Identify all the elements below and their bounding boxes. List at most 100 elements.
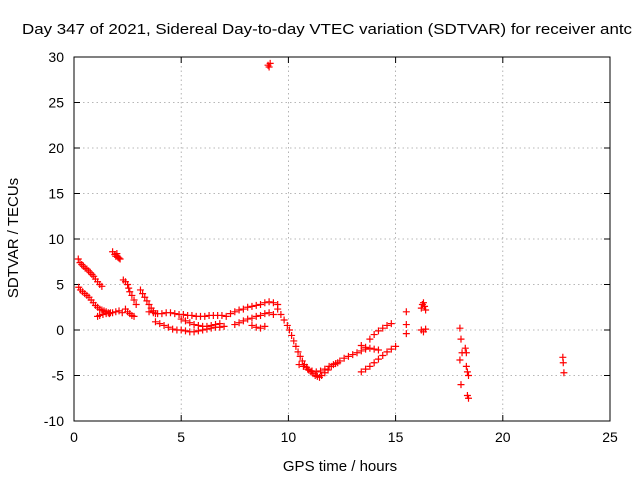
data-point bbox=[295, 361, 303, 369]
data-point bbox=[357, 341, 365, 349]
data-point bbox=[461, 344, 469, 352]
data-point bbox=[216, 320, 224, 328]
data-point bbox=[113, 250, 121, 258]
data-point bbox=[74, 255, 82, 263]
data-point bbox=[149, 309, 157, 317]
data-point bbox=[115, 254, 123, 262]
y-tick-label: 30 bbox=[48, 49, 64, 65]
data-point bbox=[160, 321, 168, 329]
y-tick-label: 0 bbox=[56, 322, 64, 338]
data-point bbox=[370, 359, 378, 367]
data-point bbox=[76, 259, 84, 267]
data-point bbox=[392, 342, 400, 350]
data-point bbox=[105, 310, 113, 318]
data-point bbox=[283, 321, 291, 329]
data-point bbox=[362, 365, 370, 373]
x-tick-label: 5 bbox=[177, 429, 185, 445]
data-point bbox=[194, 321, 202, 329]
data-point bbox=[374, 327, 382, 335]
data-point bbox=[299, 362, 307, 370]
data-point bbox=[357, 368, 365, 376]
data-point bbox=[244, 315, 252, 323]
data-point bbox=[177, 315, 185, 323]
data-point bbox=[294, 348, 302, 356]
data-point bbox=[383, 321, 391, 329]
data-point bbox=[274, 305, 282, 313]
data-point bbox=[462, 349, 470, 357]
data-point bbox=[181, 327, 189, 335]
data-point bbox=[261, 322, 269, 330]
data-point bbox=[366, 335, 374, 343]
data-point bbox=[112, 308, 120, 316]
data-point bbox=[560, 369, 568, 377]
data-point bbox=[387, 345, 395, 353]
data-point bbox=[158, 310, 166, 318]
data-point bbox=[143, 297, 151, 305]
data-point bbox=[370, 331, 378, 339]
data-point bbox=[231, 308, 239, 316]
x-tick-label: 20 bbox=[495, 429, 511, 445]
data-point bbox=[164, 323, 172, 331]
data-point bbox=[402, 330, 410, 338]
data-point bbox=[166, 309, 174, 317]
data-point bbox=[285, 326, 293, 334]
data-point bbox=[324, 366, 332, 374]
data-point bbox=[304, 365, 312, 373]
data-point bbox=[334, 359, 342, 367]
data-point bbox=[244, 303, 252, 311]
data-point bbox=[188, 311, 196, 319]
data-point bbox=[340, 354, 348, 362]
data-point bbox=[248, 314, 256, 322]
data-point bbox=[145, 301, 153, 309]
data-point bbox=[464, 372, 472, 379]
data-point bbox=[280, 316, 288, 324]
data-point bbox=[190, 328, 198, 336]
data-point bbox=[141, 293, 149, 301]
data-point bbox=[126, 288, 134, 296]
data-point bbox=[190, 321, 198, 329]
data-point bbox=[130, 312, 138, 320]
data-point bbox=[329, 361, 337, 369]
data-point bbox=[257, 324, 265, 332]
data-point bbox=[171, 310, 179, 318]
data-point bbox=[374, 346, 382, 354]
data-point bbox=[109, 309, 117, 317]
data-point bbox=[353, 349, 361, 357]
data-point bbox=[559, 359, 567, 367]
data-point bbox=[78, 260, 86, 268]
data-point bbox=[265, 309, 273, 317]
data-point bbox=[290, 337, 298, 345]
data-point bbox=[139, 290, 147, 298]
data-point bbox=[201, 312, 209, 320]
data-point bbox=[269, 311, 277, 319]
data-point bbox=[456, 324, 464, 332]
data-point bbox=[422, 306, 430, 314]
data-point bbox=[130, 296, 138, 304]
data-point bbox=[220, 322, 228, 330]
data-point bbox=[421, 302, 429, 310]
x-axis-title: GPS time / hours bbox=[283, 458, 397, 475]
data-point bbox=[457, 335, 465, 343]
data-point bbox=[261, 299, 269, 307]
data-point bbox=[124, 281, 132, 288]
data-point bbox=[128, 291, 136, 299]
data-point bbox=[96, 311, 104, 319]
data-point bbox=[419, 299, 427, 307]
data-point bbox=[422, 325, 430, 333]
data-point bbox=[379, 324, 387, 332]
data-point bbox=[132, 301, 140, 309]
data-point bbox=[266, 59, 274, 67]
data-point bbox=[362, 343, 370, 351]
y-tick-label: 20 bbox=[48, 140, 64, 156]
data-point bbox=[312, 368, 320, 376]
data-point bbox=[317, 367, 325, 375]
data-point bbox=[463, 368, 471, 376]
x-tick-label: 0 bbox=[70, 429, 78, 445]
y-axis-title: SDTVAR / TECUs bbox=[5, 178, 22, 298]
data-point bbox=[239, 305, 247, 313]
data-point bbox=[402, 321, 410, 329]
data-point bbox=[308, 367, 316, 375]
data-points bbox=[74, 59, 568, 402]
data-point bbox=[269, 299, 277, 307]
